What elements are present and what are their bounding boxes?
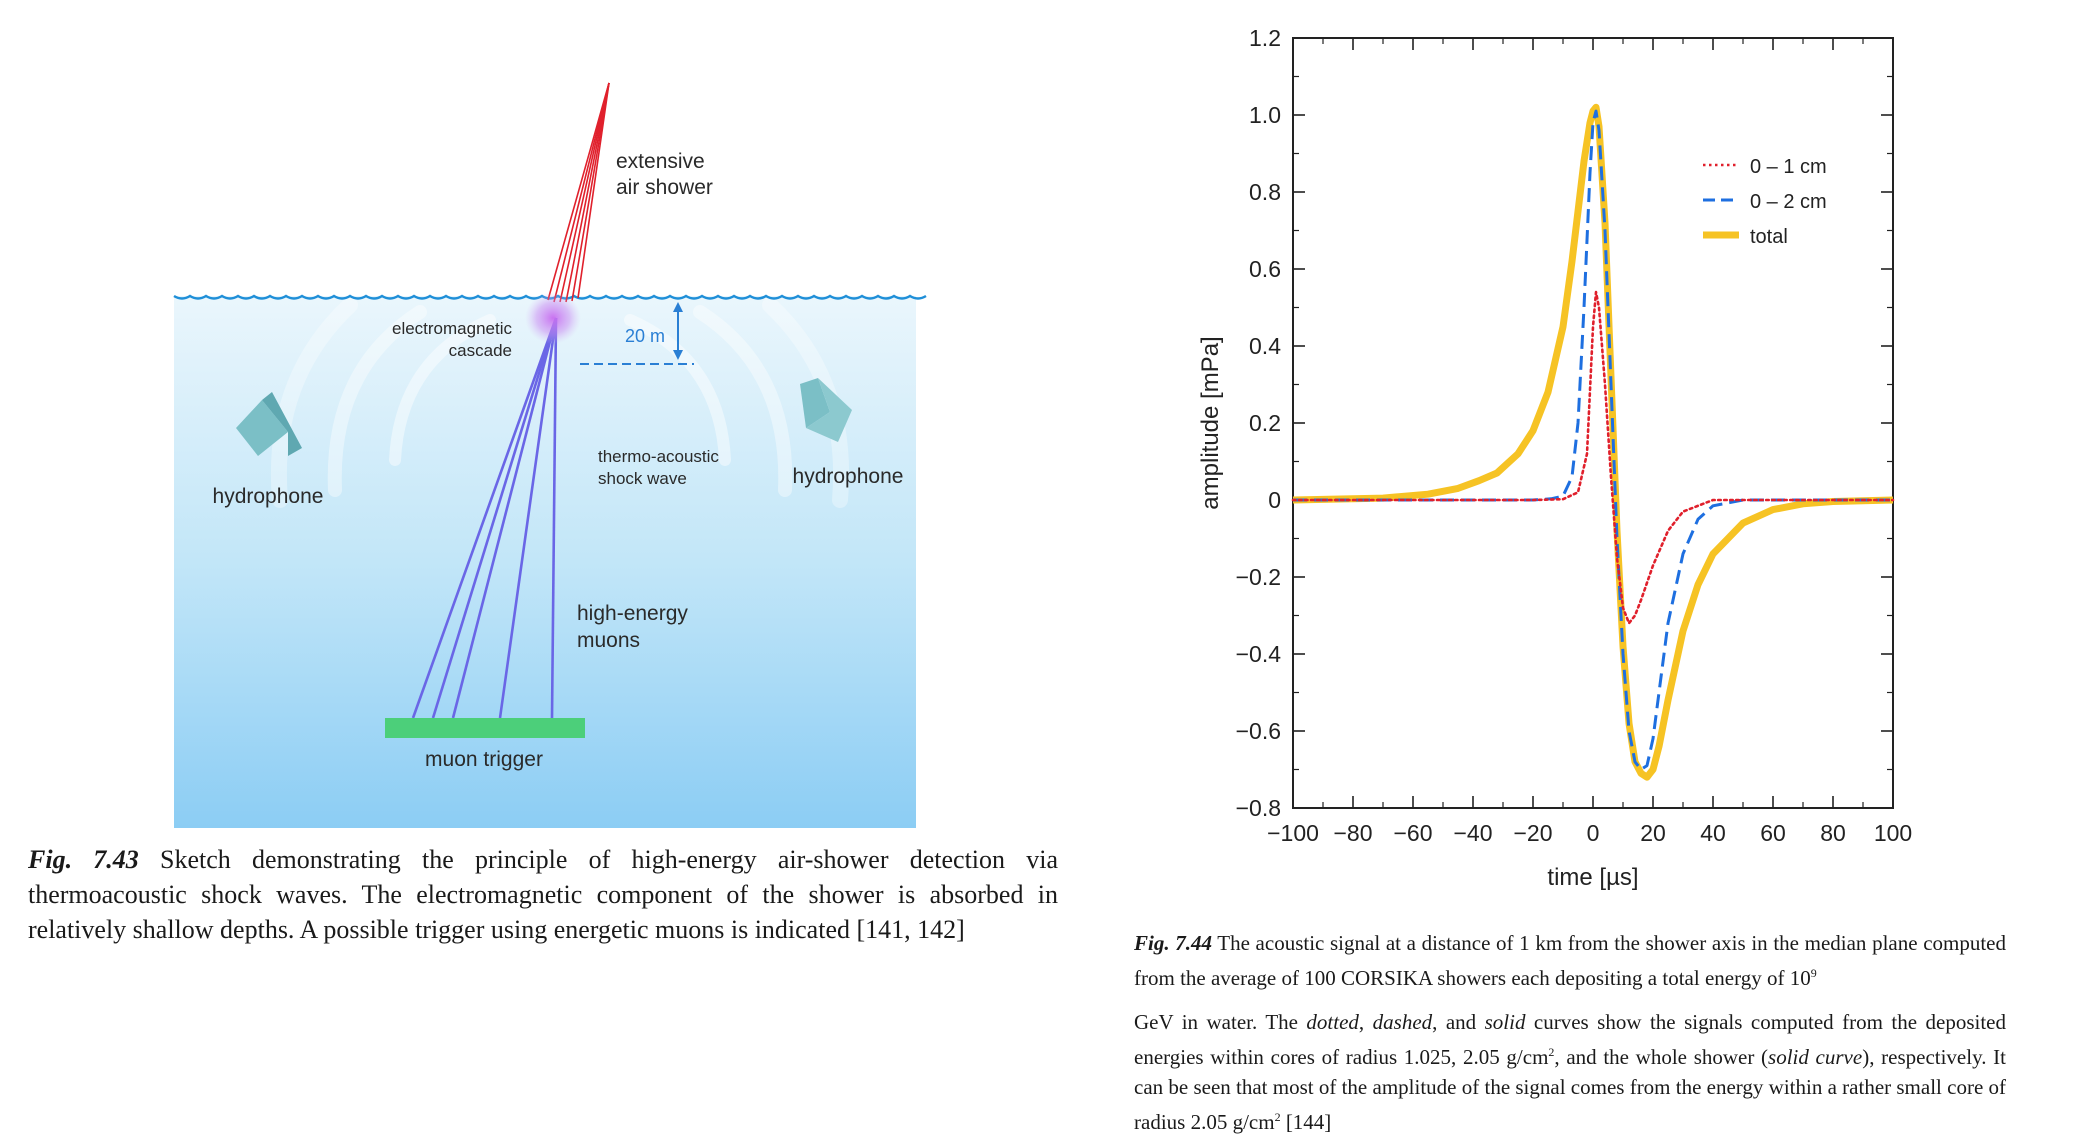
hydrophone-left-icon [236, 392, 302, 456]
caption-p1: The acoustic signal at a distance of 1 k… [1134, 931, 2007, 990]
y-tick-label: 0.4 [1249, 333, 1281, 359]
series-line-dotted [1291, 290, 1895, 625]
caption-fig-7-44: Fig. 7.44 The acoustic signal at a dista… [1134, 931, 2007, 1134]
word-solid: solid [1484, 1010, 1526, 1034]
y-tick-label: 0 [1268, 487, 1281, 513]
label-cascade-2: cascade [449, 341, 512, 360]
x-tick-label: −40 [1453, 820, 1492, 846]
cascade-glow [525, 292, 581, 344]
caption-p2a: GeV in water. The [1134, 1010, 1307, 1034]
label-cascade-1: electromagnetic [392, 319, 513, 338]
caption-p2c: , and the whole shower ( [1554, 1045, 1769, 1069]
y-tick-label: 0.6 [1249, 256, 1281, 282]
x-tick-label: 0 [1587, 820, 1600, 846]
x-axis-label: time [µs] [1547, 864, 1638, 891]
muon-tracks [411, 317, 558, 719]
caption-p2b: curves show the signals computed from th… [1134, 1010, 2007, 1069]
label-muons-1: high-energy [577, 602, 688, 625]
sq-exp-1: 2 [1548, 1045, 1555, 1059]
sq-exp-2: 2 [1274, 1110, 1281, 1124]
label-shock-wave-2: shock wave [598, 469, 687, 488]
x-tick-label: 40 [1700, 820, 1726, 846]
sketch-svg: 20 m extensive air shower electromagneti… [173, 82, 927, 828]
amplitude-chart: −100 −80 −60 −40 −20 0 20 40 60 80 100 1.2 1.0 0.8 0.6… [1197, 25, 1912, 891]
y-tick-label: 1.2 [1249, 25, 1281, 51]
label-shock-wave-1: thermo-acoustic [598, 447, 719, 466]
y-tick-label: −0.8 [1236, 795, 1281, 821]
depth-label: 20 m [625, 326, 665, 346]
word-dotted: dotted [1306, 1010, 1359, 1034]
x-tick-label: −100 [1267, 820, 1319, 846]
y-tick-label: 0.2 [1249, 410, 1281, 436]
y-tick-label: −0.2 [1236, 564, 1281, 590]
x-tick-label: 100 [1874, 820, 1912, 846]
x-tick-label: −20 [1513, 820, 1552, 846]
plot-frame [1292, 37, 1894, 809]
word-solid-curve: solid curve [1768, 1045, 1863, 1069]
legend-label-dashed: 0 – 2 cm [1750, 191, 1827, 213]
word-dashed: dashed [1372, 1010, 1433, 1034]
energy-base: 10 [1789, 966, 1811, 990]
label-hydrophone-left: hydrophone [213, 485, 324, 508]
label-air-shower-1: extensive [616, 150, 705, 173]
label-hydrophone-right: hydrophone [793, 465, 904, 488]
legend-label-dotted: 0 – 1 cm [1750, 156, 1827, 178]
y-axis-label: amplitude [mPa] [1197, 336, 1224, 509]
water-body [174, 296, 916, 828]
y-tick-label: 0.8 [1249, 179, 1281, 205]
y-tick-label: −0.4 [1236, 641, 1282, 667]
muon-trigger-bar [385, 718, 585, 738]
caption-figno-7-43: Fig. 7.43 [28, 845, 139, 874]
label-air-shower-2: air shower [616, 176, 713, 199]
caption-fig-7-43: Fig. 7.43 Sketch demonstrating the princ… [28, 842, 1058, 947]
sketch-figure: 20 m extensive air shower electromagneti… [173, 82, 927, 828]
y-tick-label: 1.0 [1249, 102, 1281, 128]
depth-annotation [580, 302, 694, 365]
series-line-dashed [1293, 109, 1893, 771]
caption-figno-7-44: Fig. 7.44 [1134, 931, 1212, 955]
caption-p2e: [144] [1280, 1110, 1332, 1134]
label-muons-2: muons [577, 629, 640, 652]
caption-text-7-43: Sketch demonstrating the principle of hi… [28, 845, 1058, 944]
x-tick-label: 60 [1760, 820, 1786, 846]
x-tick-label: −60 [1393, 820, 1432, 846]
x-tick-label: 20 [1640, 820, 1666, 846]
label-muon-trigger: muon trigger [425, 748, 543, 771]
energy-exp: 9 [1810, 966, 1817, 980]
legend-label-solid: total [1750, 226, 1788, 248]
y-tick-label: −0.6 [1236, 718, 1281, 744]
air-shower [547, 82, 610, 303]
x-tick-label: −80 [1333, 820, 1372, 846]
x-tick-label: 80 [1820, 820, 1846, 846]
hydrophone-right-icon [800, 378, 852, 442]
